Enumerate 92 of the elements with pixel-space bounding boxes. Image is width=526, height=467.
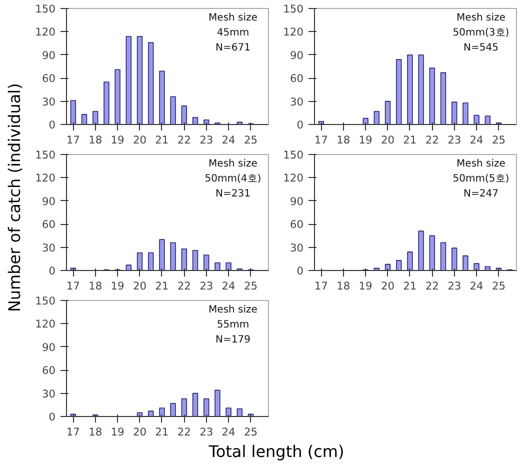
- x-tick-label: 17: [66, 134, 80, 146]
- y-tick-label: 120: [35, 172, 56, 185]
- x-tick-label: 25: [244, 426, 258, 438]
- y-tick-label: 60: [290, 72, 304, 86]
- x-tick-label: 23: [448, 134, 462, 146]
- y-tick-label: 30: [42, 95, 56, 108]
- y-axis-title: Number of catch (individual): [5, 83, 24, 312]
- x-tick-label: 18: [88, 280, 102, 292]
- x-tick-label: 19: [110, 280, 125, 292]
- x-tick-label: 22: [177, 426, 191, 438]
- y-tick-label: 150: [283, 148, 304, 162]
- x-tick-label: 21: [155, 134, 169, 146]
- y-tick-label: 90: [42, 340, 56, 354]
- x-tick-label: 18: [336, 280, 350, 292]
- annotation: Mesh size: [208, 304, 258, 316]
- x-tick-label: 17: [314, 280, 328, 292]
- x-tick-label: 21: [403, 134, 417, 146]
- y-tick-label: 120: [35, 318, 56, 331]
- annotation: Mesh size: [208, 12, 258, 24]
- y-tick-label: 60: [290, 218, 304, 232]
- y-tick-label: 150: [35, 294, 56, 308]
- annotation: N=231: [216, 188, 250, 200]
- x-tick-label: 20: [380, 280, 395, 292]
- x-tick-label: 19: [358, 134, 373, 146]
- x-tick-label: 24: [222, 134, 236, 146]
- annotation: 55mm: [216, 320, 250, 331]
- x-tick-label: 25: [244, 134, 258, 146]
- x-tick-label: 20: [132, 426, 147, 438]
- annotation: 50mm(4호): [204, 174, 262, 185]
- x-tick-label: 23: [448, 280, 462, 292]
- x-tick-label: 24: [470, 134, 484, 146]
- y-tick-label: 30: [290, 241, 304, 254]
- x-tick-label: 18: [88, 134, 102, 146]
- x-tick-label: 24: [470, 280, 484, 292]
- x-tick-label: 18: [336, 134, 350, 146]
- y-tick-label: 0: [48, 410, 56, 424]
- y-tick-label: 150: [35, 148, 56, 162]
- y-tick-label: 0: [48, 118, 56, 132]
- x-tick-label: 24: [222, 280, 236, 292]
- x-tick-label: 22: [177, 280, 191, 292]
- y-tick-label: 120: [283, 172, 304, 185]
- y-tick-label: 90: [42, 48, 56, 62]
- x-tick-label: 21: [155, 426, 169, 438]
- x-tick-label: 24: [222, 426, 236, 438]
- y-tick-label: 150: [283, 2, 304, 16]
- annotation: N=247: [464, 188, 498, 200]
- y-tick-label: 60: [42, 72, 56, 86]
- y-tick-label: 60: [42, 364, 56, 378]
- x-axis-title: Total length (cm): [208, 442, 344, 461]
- y-tick-label: 30: [42, 241, 56, 254]
- x-tick-label: 23: [200, 280, 214, 292]
- y-tick-label: 0: [48, 264, 56, 278]
- x-tick-label: 23: [200, 134, 214, 146]
- annotation: 50mm(3호): [452, 28, 510, 39]
- x-tick-label: 21: [155, 280, 169, 292]
- annotation: Mesh size: [208, 158, 258, 170]
- x-tick-label: 25: [492, 280, 506, 292]
- annotation: 50mm(5호): [452, 174, 510, 185]
- y-tick-label: 150: [35, 2, 56, 16]
- x-tick-label: 17: [314, 134, 328, 146]
- y-tick-label: 90: [290, 194, 304, 208]
- y-tick-label: 90: [42, 194, 56, 208]
- x-tick-label: 19: [110, 134, 125, 146]
- x-tick-label: 21: [403, 280, 417, 292]
- y-tick-label: 30: [290, 95, 304, 108]
- y-tick-label: 0: [296, 118, 304, 132]
- annotation: Mesh size: [456, 158, 506, 170]
- y-tick-label: 60: [42, 218, 56, 232]
- x-tick-label: 19: [110, 426, 125, 438]
- x-tick-label: 19: [358, 280, 373, 292]
- x-tick-label: 18: [88, 426, 102, 438]
- x-tick-label: 17: [66, 280, 80, 292]
- x-tick-label: 17: [66, 426, 80, 438]
- x-tick-label: 23: [200, 426, 214, 438]
- annotation: N=671: [216, 42, 250, 54]
- y-tick-label: 0: [296, 264, 304, 278]
- x-tick-label: 20: [380, 134, 395, 146]
- y-tick-label: 120: [35, 26, 56, 39]
- annotation: N=545: [464, 42, 498, 54]
- annotation: 45mm: [216, 28, 250, 39]
- x-tick-label: 25: [244, 280, 258, 292]
- annotation: Mesh size: [456, 12, 506, 24]
- annotation: N=179: [216, 334, 250, 346]
- x-tick-label: 20: [132, 134, 147, 146]
- x-tick-label: 22: [177, 134, 191, 146]
- x-tick-label: 25: [492, 134, 506, 146]
- x-tick-label: 20: [132, 280, 147, 292]
- y-tick-label: 120: [283, 26, 304, 39]
- y-tick-label: 90: [290, 48, 304, 62]
- x-tick-label: 22: [425, 280, 439, 292]
- x-tick-label: 22: [425, 134, 439, 146]
- y-tick-label: 30: [42, 387, 56, 400]
